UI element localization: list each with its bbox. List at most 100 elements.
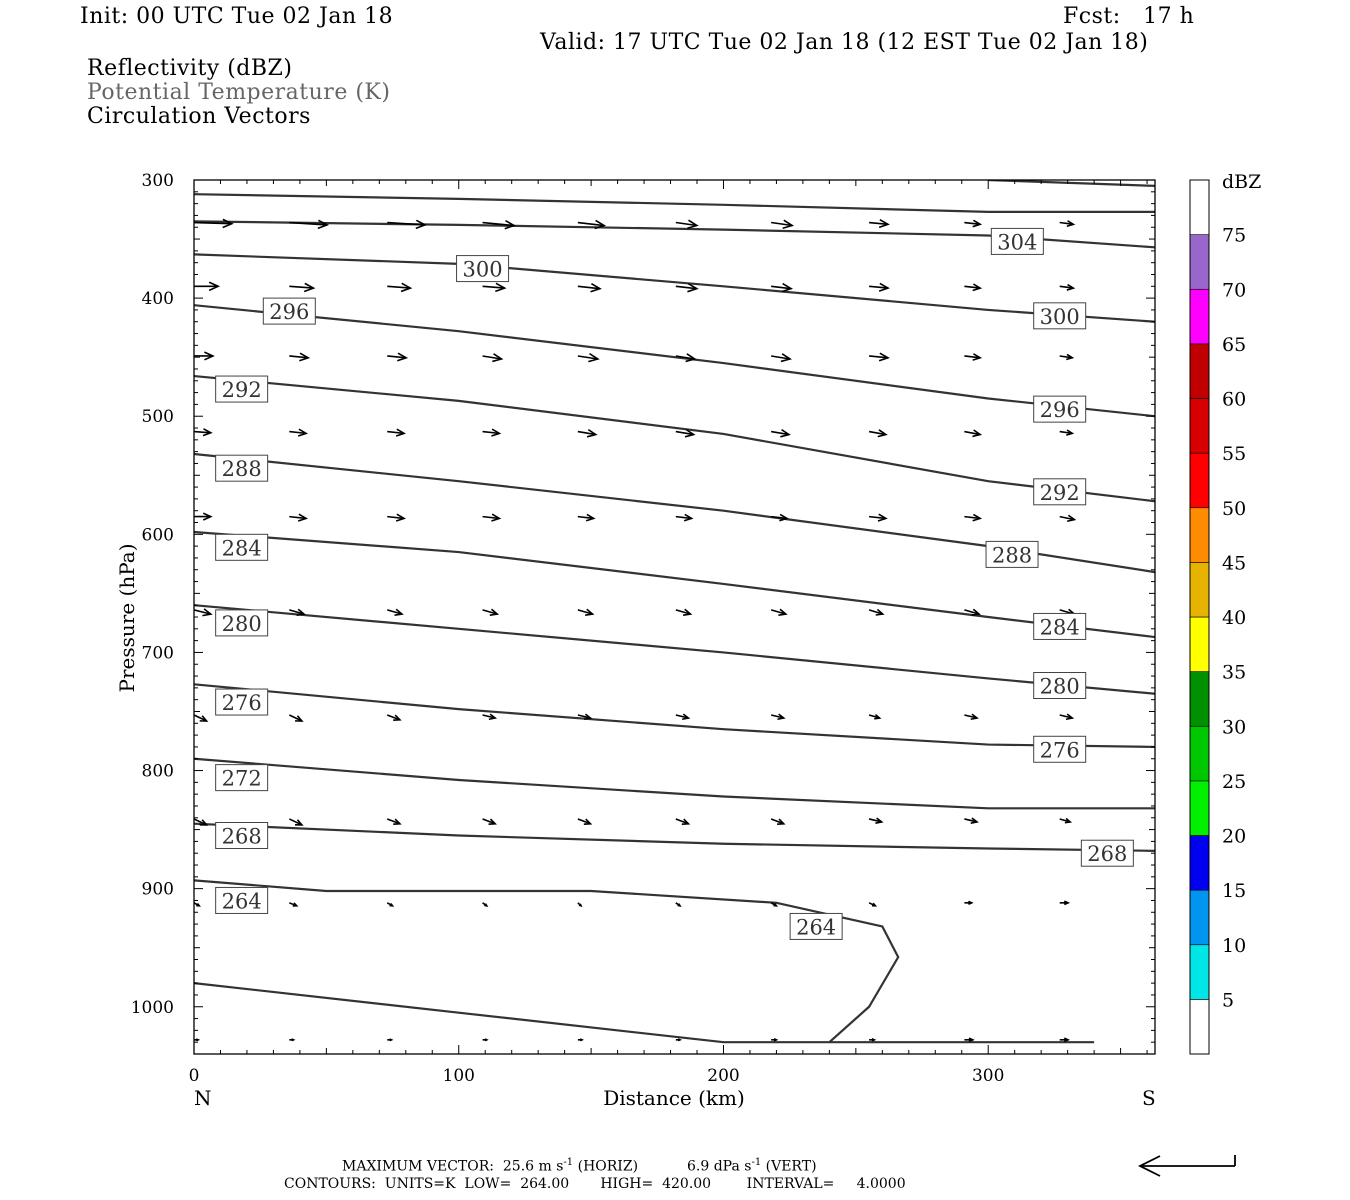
reference-vector-icon [1137,1155,1236,1177]
x-tick-label: 100 [443,1066,475,1086]
contour-label: 288 [215,454,269,482]
svg-text:296: 296 [1040,398,1080,422]
circulation-vector [289,282,316,293]
y-tick-label: 700 [142,643,174,663]
theta-contour-292 [194,374,1155,503]
circulation-vector [1059,713,1075,721]
circulation-vector [387,352,409,362]
north-end-label: N [194,1086,212,1110]
circulation-vector [289,1038,296,1042]
circulation-vector [770,608,788,616]
circulation-vector [770,902,779,907]
circulation-vector [386,902,395,907]
circulation-vector [675,428,696,438]
colorbar-tick-label: 25 [1222,771,1246,793]
svg-text:280: 280 [1040,675,1080,699]
circulation-vector [387,608,404,616]
circulation-vector [771,353,792,363]
colorbar-swatch [1189,507,1210,563]
contour-label: 284 [1033,612,1087,640]
circulation-vector [289,513,309,522]
svg-text:288: 288 [222,457,262,481]
theta-contour-268 [194,822,1155,852]
colorbar-tick-label: 40 [1222,607,1246,629]
y-tick-label: 1000 [131,998,174,1018]
circulation-vector [482,513,502,522]
contour-label: 304 [990,227,1044,255]
contour-note: CONTOURS: UNITS=K LOW= 264.00 HIGH= 420.… [284,1176,906,1192]
circulation-vector [482,353,504,363]
circulation-vector [194,608,213,617]
colorbar-tick-label: 20 [1222,826,1246,848]
colorbar-tick-label: 65 [1222,334,1246,356]
circulation-vector [289,219,330,230]
circulation-vector [482,1038,489,1042]
circulation-vector [482,818,497,825]
y-tick-label: 300 [142,171,174,191]
theta-contour-264 [194,879,900,1044]
colorbar-title: dBZ [1222,171,1261,193]
contour-label: 272 [215,764,269,792]
svg-text:296: 296 [269,300,309,324]
colorbar-swatch [1189,889,1210,946]
circulation-vector [1059,1037,1071,1043]
valid-time: Valid: 17 UTC Tue 02 Jan 18 (12 EST Tue … [540,30,1149,55]
colorbar-tick-label: 75 [1222,225,1246,247]
colorbar-swatch [1189,398,1210,454]
contour-label: 300 [456,255,510,283]
circulation-vector [482,902,489,907]
circulation-vector [482,608,500,616]
y-tick-label: 600 [142,525,174,545]
x-axis-label: Distance (km) [603,1086,745,1110]
colorbar-swatch [1189,780,1210,836]
y-tick-label: 800 [142,762,174,782]
circulation-vector [771,219,795,230]
colorbar-tick-label: 70 [1222,279,1246,301]
colorbar-swatch [1189,179,1210,235]
colorbar-tick-label: 15 [1222,880,1246,902]
circulation-vector [675,902,682,907]
circulation-vector [577,428,598,438]
contour-label: 280 [215,609,269,637]
circulation-vector [869,1038,877,1042]
colorbar-swatch [1189,671,1210,727]
y-tick-label: 400 [142,289,174,309]
circulation-vector [387,513,406,522]
circulation-vector [868,817,884,824]
field-reflectivity: Reflectivity (dBZ) [87,56,293,81]
circulation-vector [964,219,983,228]
contour-label: 268 [1080,839,1134,867]
y-tick-label: 900 [142,880,174,900]
contour-label: 296 [262,297,316,325]
circulation-vector [577,608,595,616]
svg-text:300: 300 [1040,305,1080,329]
circulation-vector [868,429,888,438]
contour-label: 296 [1033,395,1087,423]
contour-label: 280 [1033,672,1087,700]
x-tick-label: 300 [972,1066,1004,1086]
cross-section-chart: 3043003002962962922922882882842842802802… [115,171,1261,1110]
colorbar-tick-label: 35 [1222,662,1246,684]
svg-text:268: 268 [1087,842,1127,866]
circulation-vector [771,513,789,522]
circulation-vector [964,1037,975,1043]
theta-contour-288 [194,452,1155,574]
theta-contour-276 [194,683,1155,749]
circulation-vector [964,713,979,721]
colorbar-tick-label: 55 [1222,443,1246,465]
svg-text:264: 264 [796,915,836,939]
circulation-vector [1059,817,1073,824]
circulation-vector [194,351,215,361]
colorbar-swatch [1189,944,1210,1000]
circulation-vector [194,281,221,292]
circulation-vector [964,353,983,361]
circulation-vector [964,513,983,522]
forecast-hour: Fcst: 17 h [1063,4,1195,29]
theta-contour-272 [194,757,1155,810]
circulation-vector [964,429,983,438]
contour-label: 268 [215,822,269,849]
colorbar-tick-label: 10 [1222,935,1246,957]
circulation-vector [577,283,602,293]
svg-text:272: 272 [222,767,262,791]
circulation-vector [675,219,699,230]
